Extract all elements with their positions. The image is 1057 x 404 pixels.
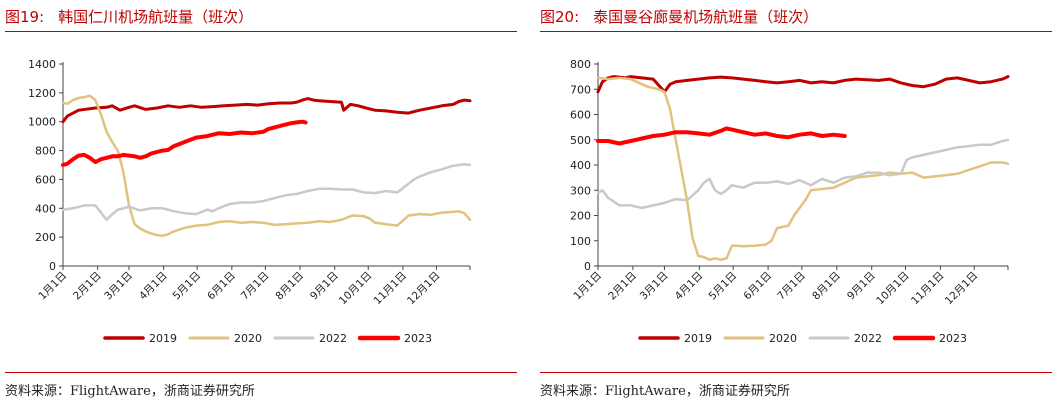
x-tick-label: 9月1日	[845, 270, 878, 303]
source-note: 资料来源：FlightAware，浙商证券研究所	[540, 384, 790, 399]
y-tick-label: 700	[570, 83, 591, 96]
x-tick-label: 10月1日	[337, 270, 375, 308]
y-tick-label: 300	[570, 184, 591, 197]
title-divider	[5, 31, 517, 32]
chart-panel-bangkok: 图20: 泰国曼谷廊曼机场航班量（班次） 0 100 200 300 400 500 600 7…	[540, 0, 1057, 404]
x-tick-label: 1月1日	[571, 270, 604, 303]
figure-title: 图19: 韩国仁川机场航班量（班次）	[5, 6, 253, 27]
x-tick-label: 5月1日	[171, 270, 204, 303]
chart-panel-incheon: 图19: 韩国仁川机场航班量（班次） 0 200 400 600 800 1000 1200 1…	[5, 0, 523, 404]
y-tick-label: 600	[570, 109, 591, 122]
x-tick-label: 12月1日	[405, 270, 443, 308]
y-tick-label: 400	[570, 159, 591, 172]
source-divider	[540, 372, 1052, 373]
x-tick-label: 4月1日	[673, 270, 706, 303]
source-divider	[5, 372, 517, 373]
y-tick-label: 0	[584, 260, 591, 273]
legend-label-2022: 2022	[854, 332, 882, 345]
x-tick-label: 12月1日	[943, 270, 981, 308]
y-tick-label: 600	[35, 173, 56, 186]
x-tick-label: 11月1日	[372, 270, 410, 308]
x-tick-label: 1月1日	[36, 270, 69, 303]
x-tick-label: 3月1日	[102, 270, 135, 303]
figure-title-text: 泰国曼谷廊曼机场航班量（班次）	[593, 8, 819, 26]
x-tick-label: 2月1日	[606, 270, 639, 303]
legend-label-2020: 2020	[234, 332, 262, 345]
y-tick-label: 800	[35, 145, 56, 158]
series-line-2020	[61, 94, 472, 237]
series-line-2020	[596, 76, 1010, 261]
x-tick-label: 9月1日	[308, 270, 341, 303]
y-tick-label: 100	[570, 235, 591, 248]
figure-title: 图20: 泰国曼谷廊曼机场航班量（班次）	[540, 6, 818, 27]
x-tick-label: 7月1日	[239, 270, 272, 303]
legend-label-2019: 2019	[149, 332, 177, 345]
figure-title-text: 韩国仁川机场航班量（班次）	[58, 8, 254, 26]
x-tick-label: 2月1日	[71, 270, 104, 303]
legend-label-2022: 2022	[319, 332, 347, 345]
x-tick-label: 4月1日	[137, 270, 170, 303]
x-tick-label: 6月1日	[205, 270, 238, 303]
legend-label-2023: 2023	[939, 332, 967, 345]
figure-number: 图20:	[540, 8, 580, 26]
series-line-2023	[61, 119, 308, 167]
y-tick-label: 0	[49, 260, 56, 273]
y-tick-label: 400	[35, 202, 56, 215]
series-line-2023	[596, 126, 847, 146]
series-line-2022	[596, 138, 1010, 210]
legend-label-2020: 2020	[769, 332, 797, 345]
series-line-2019	[596, 75, 1010, 94]
x-tick-label: 5月1日	[706, 270, 739, 303]
legend-label-2019: 2019	[684, 332, 712, 345]
source-note: 资料来源：FlightAware，浙商证券研究所	[5, 384, 255, 399]
series-line-2019	[61, 97, 472, 124]
x-tick-label: 6月1日	[741, 270, 774, 303]
y-tick-label: 1400	[28, 58, 56, 71]
y-tick-label: 200	[35, 231, 56, 244]
x-tick-label: 10月1日	[874, 270, 912, 308]
figure-number: 图19:	[5, 8, 45, 26]
y-tick-label: 1000	[28, 116, 56, 129]
x-tick-label: 8月1日	[810, 270, 843, 303]
series-line-2022	[61, 163, 472, 222]
x-tick-label: 7月1日	[775, 270, 808, 303]
y-tick-label: 800	[570, 58, 591, 71]
legend-label-2023: 2023	[404, 332, 432, 345]
y-tick-label: 500	[570, 134, 591, 147]
y-tick-label: 1200	[28, 87, 56, 100]
x-tick-label: 11月1日	[909, 270, 947, 308]
x-tick-label: 8月1日	[273, 270, 306, 303]
title-divider	[540, 31, 1052, 32]
y-tick-label: 200	[570, 210, 591, 223]
x-tick-label: 3月1日	[638, 270, 671, 303]
